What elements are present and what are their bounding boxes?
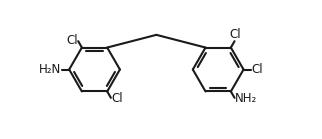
- Text: Cl: Cl: [252, 63, 263, 76]
- Text: Cl: Cl: [111, 92, 123, 105]
- Text: Cl: Cl: [66, 34, 78, 47]
- Text: H₂N: H₂N: [39, 63, 61, 76]
- Text: Cl: Cl: [229, 28, 241, 41]
- Text: NH₂: NH₂: [235, 92, 257, 105]
